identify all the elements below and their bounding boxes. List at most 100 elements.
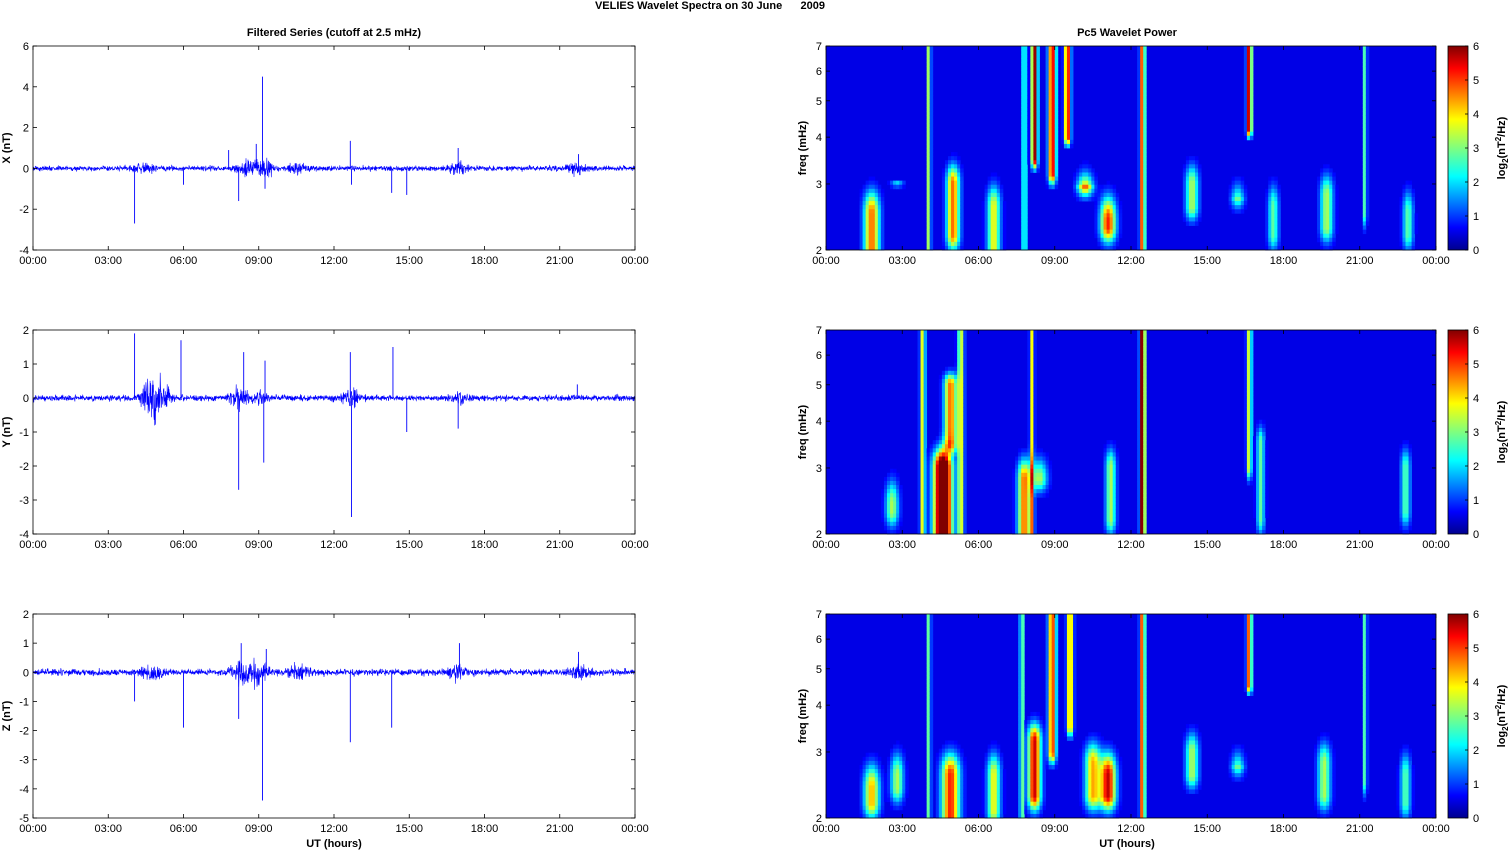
spectrum-cell <box>941 192 946 198</box>
spectrum-cell <box>1048 160 1053 165</box>
spectrum-cell <box>1188 184 1193 190</box>
spectrum-cell <box>990 241 995 247</box>
spectrum-cell <box>917 374 921 380</box>
spectrum-cell <box>1140 485 1144 490</box>
spectrum-cell <box>1326 233 1330 239</box>
spectrum-cell <box>1063 687 1068 692</box>
spectrum-cell <box>1033 407 1037 412</box>
spectrum-cell <box>1115 468 1120 474</box>
spectrum-cell <box>938 509 943 514</box>
spectrum-cell <box>960 245 964 251</box>
spectrum-cell <box>1066 111 1071 116</box>
spectrum-cell <box>1411 201 1416 206</box>
spectrum-cell <box>990 760 995 766</box>
spectrum-cell <box>1070 139 1074 145</box>
spectrum-cell <box>932 480 937 486</box>
spectrum-cell <box>1024 245 1028 251</box>
spectrum-cell <box>957 419 961 425</box>
spectrum-cell <box>957 411 961 417</box>
spectrum-cell <box>1277 192 1281 198</box>
spectrum-cell <box>1030 330 1034 335</box>
spectrum-cell <box>932 485 937 490</box>
x-tick-label: 18:00 <box>471 255 499 267</box>
spectrum-cell <box>1024 760 1028 766</box>
spectrum-cell <box>1365 148 1370 153</box>
spectrum-cell <box>1402 448 1406 453</box>
y-tick-label: -2 <box>19 461 29 473</box>
spectrum-cell <box>917 493 921 498</box>
spectrum-cell <box>960 370 964 376</box>
spectrum-cell <box>1063 720 1068 725</box>
spectrum-cell <box>920 330 924 335</box>
spectrum-cell <box>984 209 989 214</box>
spectrum-cell <box>929 797 934 803</box>
spectrum-cell <box>1143 180 1147 186</box>
spectrum-cell <box>1054 184 1059 190</box>
spectrum-cell <box>960 529 964 535</box>
spectrum-cell <box>874 756 879 762</box>
spectrum-cell <box>923 476 928 482</box>
spectrum-cell <box>1033 509 1037 514</box>
spectrum-cell <box>865 781 870 786</box>
spectrum-cell <box>941 440 946 445</box>
spectrum-cell <box>902 801 906 807</box>
spectrum-cell <box>1036 720 1040 725</box>
spectrum-cell <box>1045 703 1050 709</box>
spectrum-cell <box>1002 793 1007 798</box>
spectrum-cell <box>1234 192 1239 198</box>
spectrum-cell <box>954 764 958 770</box>
spectrum-cell <box>1097 221 1101 226</box>
spectrum-cell <box>1317 196 1321 202</box>
spectrum-cell <box>1042 773 1046 778</box>
spectrum-cell <box>926 164 931 169</box>
spectrum-cell <box>957 245 961 251</box>
spectrum-cell <box>1039 480 1043 486</box>
spectrum-cell <box>993 209 998 214</box>
spectrum-cell <box>1237 176 1242 182</box>
spectrum-cell <box>926 650 931 656</box>
spectrum-cell <box>1249 86 1254 92</box>
spectrum-cell <box>963 809 967 815</box>
spectrum-cell <box>1249 460 1254 466</box>
spectrum-cell <box>1021 221 1025 226</box>
spectrum-cell <box>1411 196 1416 202</box>
spectrum-cell <box>929 444 934 449</box>
spectrum-cell <box>1033 423 1037 429</box>
spectrum-cell <box>1246 90 1251 96</box>
spectrum-cell <box>1100 196 1104 202</box>
spectrum-cell <box>1021 480 1025 486</box>
spectrum-cell <box>1027 342 1031 347</box>
spectrum-cell <box>859 233 863 239</box>
spectrum-cell <box>957 785 961 790</box>
spectrum-cell <box>1048 646 1053 652</box>
spectrum-cell <box>871 797 876 803</box>
spectrum-cell <box>1039 476 1043 482</box>
spectrum-cell <box>1402 184 1406 190</box>
spectrum-cell <box>1063 683 1068 688</box>
spectrum-cell <box>1030 168 1034 173</box>
spectrum-cell <box>1231 176 1236 182</box>
spectrum-cell <box>954 415 958 421</box>
spectrum-cell <box>996 773 1001 778</box>
spectrum-cell <box>1088 172 1092 177</box>
spectrum-cell <box>1033 760 1037 766</box>
spectrum-cell <box>929 707 934 713</box>
spectrum-cell <box>1103 452 1107 457</box>
spectrum-cell <box>871 184 876 190</box>
spectrum-cell <box>905 773 909 778</box>
spectrum-cell <box>893 769 897 774</box>
spectrum-cell <box>1137 370 1141 376</box>
spectrum-cell <box>877 233 882 239</box>
spectrum-cell <box>954 217 958 222</box>
spectrum-cell <box>993 764 998 770</box>
spectrum-cell <box>1271 217 1275 222</box>
spectrum-cell <box>1109 485 1114 490</box>
spectrum-cell <box>957 529 961 535</box>
spectrum-cell <box>941 229 946 235</box>
spectrum-cell <box>951 184 955 190</box>
spectrum-cell <box>1137 489 1141 494</box>
spectrum-cell <box>887 497 891 502</box>
spectrum-cell <box>996 225 1001 230</box>
spectrum-cell <box>1030 448 1034 453</box>
spectrum-cell <box>948 464 952 470</box>
